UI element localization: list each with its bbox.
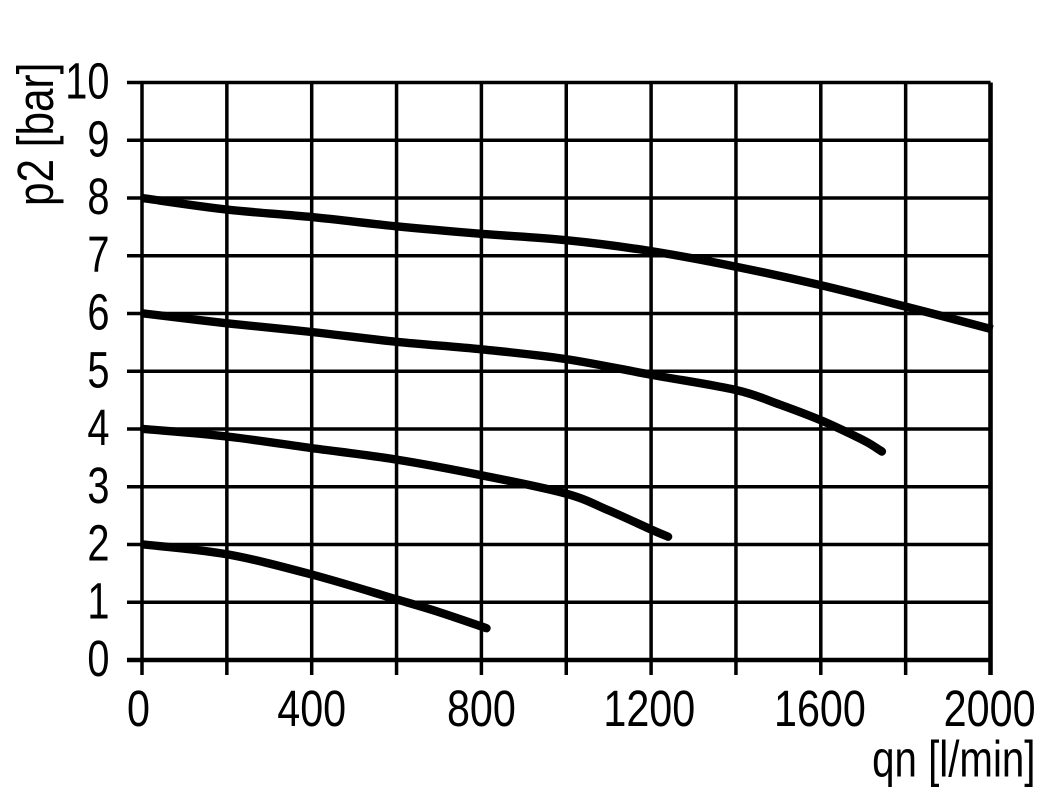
- svg-text:1: 1: [87, 573, 109, 630]
- svg-text:0: 0: [127, 680, 150, 737]
- svg-text:6: 6: [87, 284, 109, 341]
- svg-text:10: 10: [65, 53, 109, 110]
- svg-text:4: 4: [87, 399, 109, 456]
- svg-text:2: 2: [87, 515, 109, 572]
- svg-text:800: 800: [447, 680, 516, 737]
- svg-text:7: 7: [87, 226, 109, 283]
- svg-text:3: 3: [87, 457, 109, 514]
- svg-text:400: 400: [277, 680, 346, 737]
- svg-text:qn [l/min]: qn [l/min]: [872, 730, 1035, 788]
- svg-text:p2 [bar]: p2 [bar]: [7, 63, 64, 206]
- svg-text:5: 5: [87, 342, 109, 399]
- svg-text:1600: 1600: [774, 680, 866, 737]
- svg-text:2000: 2000: [944, 680, 1036, 737]
- svg-text:9: 9: [87, 111, 109, 168]
- svg-text:1200: 1200: [603, 680, 695, 737]
- svg-text:0: 0: [87, 630, 109, 687]
- svg-text:8: 8: [87, 168, 109, 225]
